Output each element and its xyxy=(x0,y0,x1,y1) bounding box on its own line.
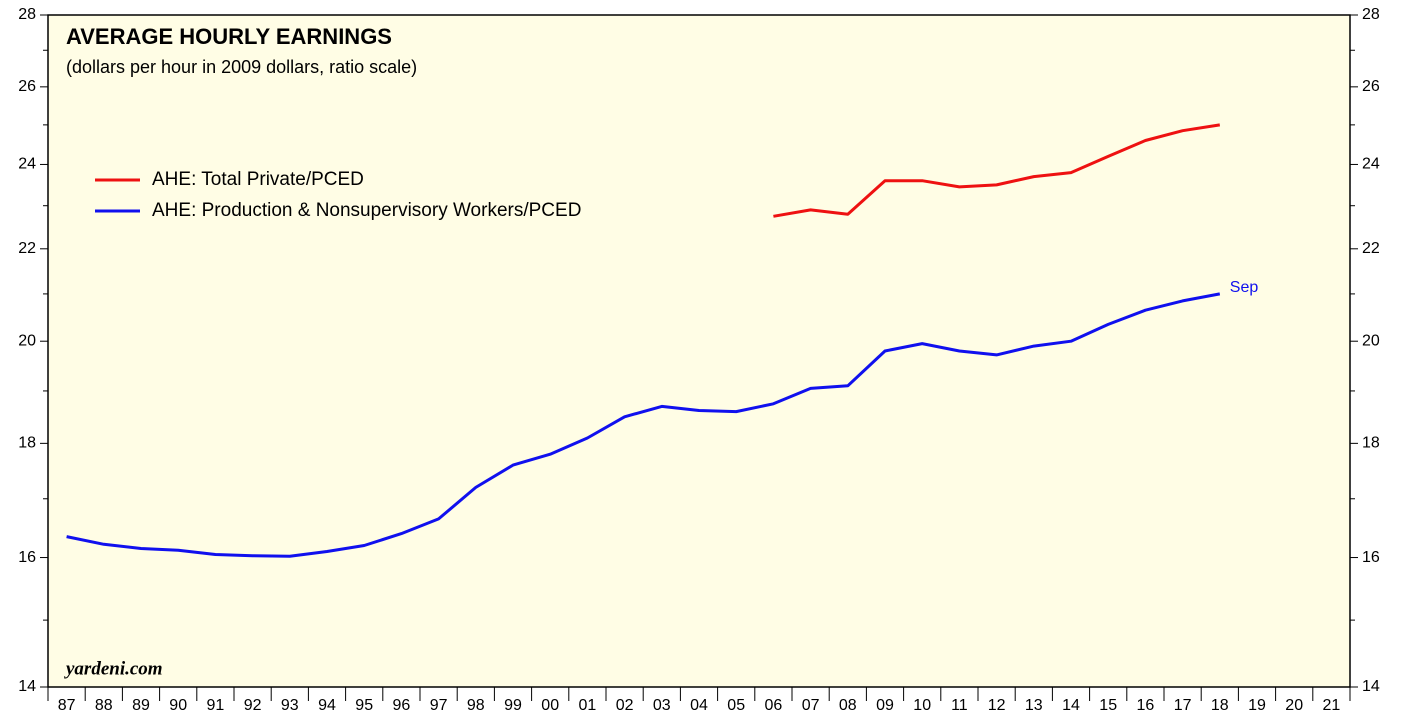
x-tick-label: 03 xyxy=(653,697,671,714)
x-tick-label: 17 xyxy=(1174,697,1192,714)
x-tick-label: 02 xyxy=(616,697,634,714)
y2-tick-label: 18 xyxy=(1362,435,1380,452)
annotation: Sep xyxy=(1230,279,1259,296)
y2-tick-label: 28 xyxy=(1362,6,1380,23)
y-tick-label: 22 xyxy=(18,240,36,257)
x-tick-label: 20 xyxy=(1285,697,1303,714)
y-tick-label: 16 xyxy=(18,549,36,566)
x-tick-label: 97 xyxy=(430,697,448,714)
y2-tick-label: 26 xyxy=(1362,78,1380,95)
chart-title: AVERAGE HOURLY EARNINGS xyxy=(66,24,392,49)
x-tick-label: 00 xyxy=(541,697,559,714)
x-tick-label: 92 xyxy=(244,697,262,714)
plot-area xyxy=(47,14,1351,688)
source: yardeni.com xyxy=(64,658,163,679)
x-tick-label: 09 xyxy=(876,697,894,714)
x-tick-label: 08 xyxy=(839,697,857,714)
x-tick-label: 21 xyxy=(1323,697,1341,714)
y-tick-label: 14 xyxy=(18,678,36,695)
y2-tick-label: 14 xyxy=(1362,678,1380,695)
x-tick-label: 95 xyxy=(355,697,373,714)
y-tick-label: 26 xyxy=(18,78,36,95)
x-tick-label: 99 xyxy=(504,697,522,714)
x-tick-label: 10 xyxy=(913,697,931,714)
x-tick-label: 96 xyxy=(393,697,411,714)
x-tick-label: 12 xyxy=(988,697,1006,714)
x-tick-label: 11 xyxy=(951,697,968,714)
x-tick-label: 19 xyxy=(1248,697,1266,714)
x-tick-label: 93 xyxy=(281,697,299,714)
x-tick-label: 94 xyxy=(318,697,336,714)
series-line xyxy=(773,123,1221,218)
y2-tick-label: 22 xyxy=(1362,240,1380,257)
x-tick-label: 16 xyxy=(1137,697,1155,714)
x-tick-label: 15 xyxy=(1099,697,1117,714)
x-tick-label: 98 xyxy=(467,697,485,714)
x-tick-label: 06 xyxy=(765,697,783,714)
x-tick-label: 87 xyxy=(58,697,76,714)
y-tick-label: 20 xyxy=(18,332,36,349)
y-tick-label: 18 xyxy=(18,435,36,452)
x-tick-label: 04 xyxy=(690,697,708,714)
x-tick-label: 01 xyxy=(579,697,597,714)
x-tick-label: 89 xyxy=(132,697,150,714)
legend-label: AHE: Total Private/PCED xyxy=(152,169,364,190)
x-tick-label: 05 xyxy=(727,697,745,714)
x-tick-label: 13 xyxy=(1025,697,1043,714)
x-tick-label: 07 xyxy=(802,697,820,714)
y-tick-label: 24 xyxy=(18,156,36,173)
x-tick-label: 88 xyxy=(95,697,113,714)
x-tick-label: 90 xyxy=(169,697,187,714)
x-tick-label: 91 xyxy=(207,697,225,714)
x-tick-label: 14 xyxy=(1062,697,1080,714)
legend-label: AHE: Production & Nonsupervisory Workers… xyxy=(152,200,581,221)
y2-tick-label: 16 xyxy=(1362,549,1380,566)
y2-tick-label: 20 xyxy=(1362,332,1380,349)
series-line xyxy=(66,292,1221,558)
x-tick-label: 18 xyxy=(1211,697,1229,714)
y2-tick-label: 24 xyxy=(1362,156,1380,173)
chart-subtitle: (dollars per hour in 2009 dollars, ratio… xyxy=(66,57,417,77)
y-tick-label: 28 xyxy=(18,6,36,23)
